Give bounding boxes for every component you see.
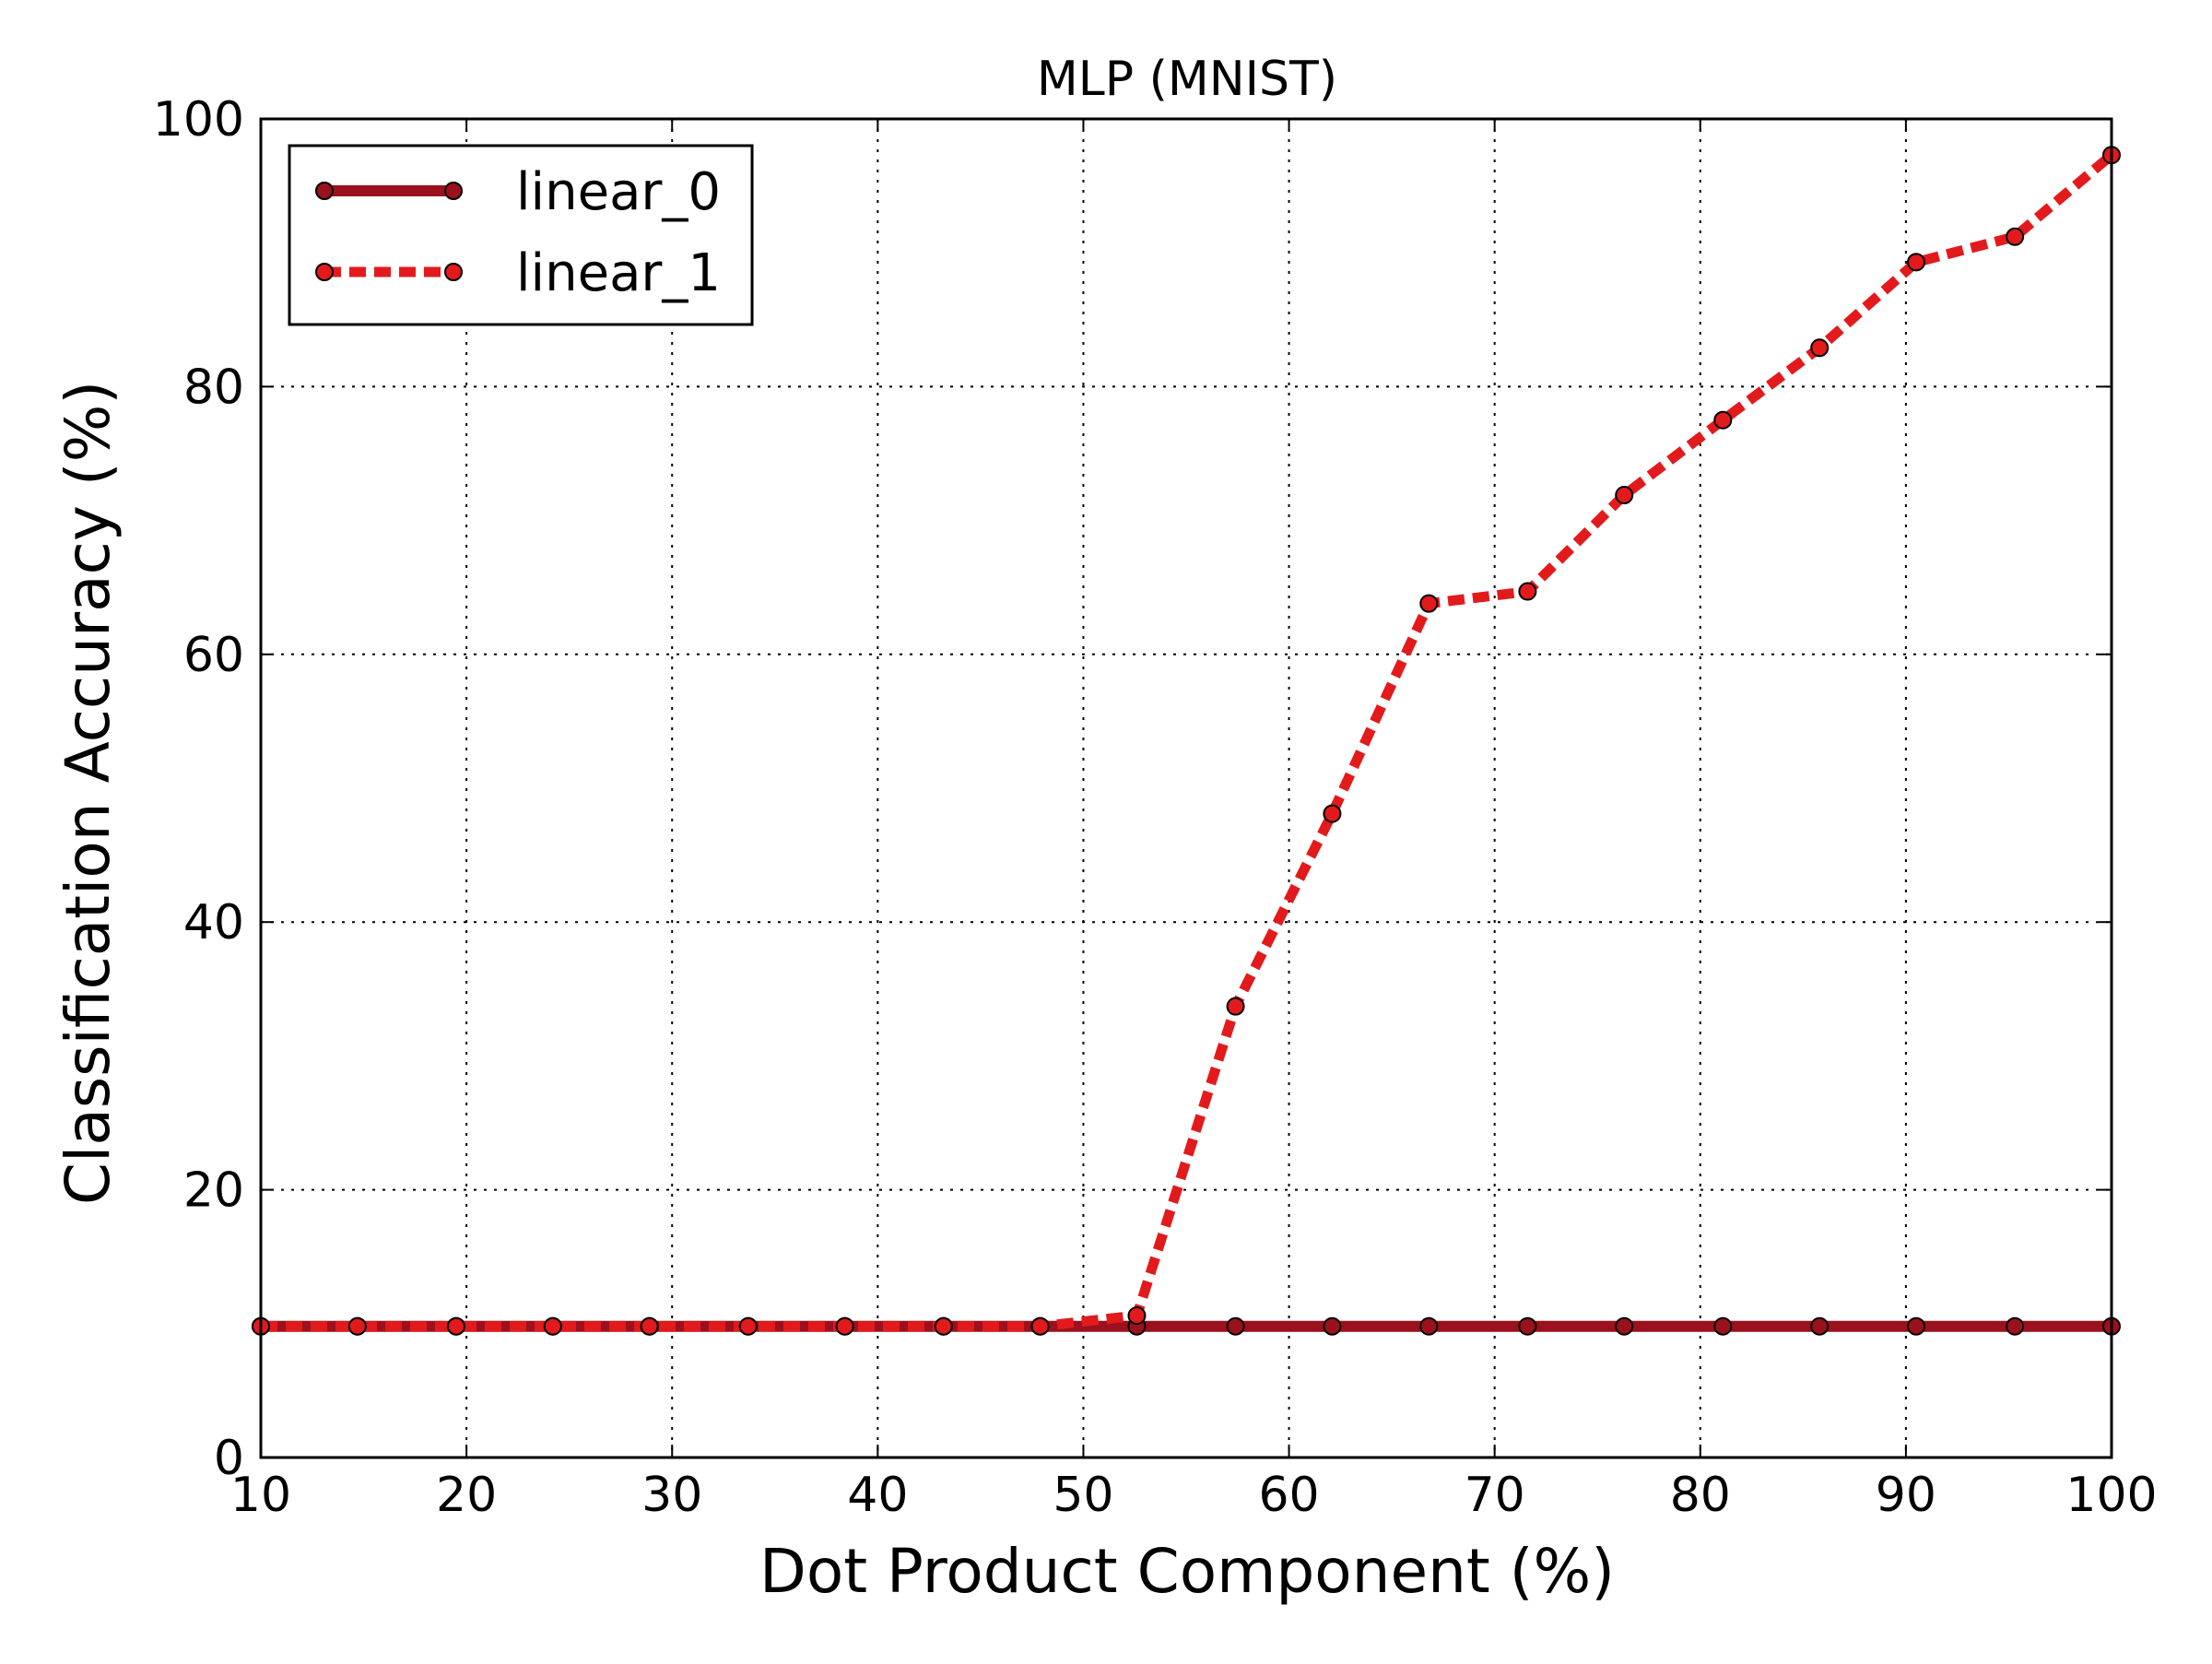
data-point [347, 1316, 367, 1336]
legend-box [288, 144, 754, 326]
y-tick-label: 40 [183, 895, 244, 950]
data-point [1518, 1316, 1537, 1336]
legend-label-linear_1: linear_1 [516, 243, 721, 303]
x-tick-label: 30 [641, 1468, 702, 1523]
data-point [1518, 582, 1537, 601]
x-tick-label: 80 [1670, 1468, 1731, 1523]
x-tick-label: 90 [1876, 1468, 1936, 1523]
data-point [1419, 594, 1439, 613]
series-line-linear_1 [261, 150, 2115, 1332]
x-tick-label: 70 [1465, 1468, 1525, 1523]
data-point [1323, 1316, 1342, 1336]
data-point [738, 1316, 758, 1336]
legend-marker [315, 263, 334, 281]
data-point [1615, 486, 1634, 505]
y-tick-label: 0 [214, 1431, 244, 1486]
x-tick-label: 60 [1258, 1468, 1319, 1523]
data-point [1713, 410, 1733, 430]
series-group [252, 146, 2121, 1336]
data-point [934, 1316, 953, 1336]
legend-marker [315, 182, 334, 200]
plot-area-frame [259, 117, 2113, 1459]
x-tick-label: 50 [1053, 1468, 1113, 1523]
legend-label-linear_0: linear_0 [516, 162, 721, 222]
y-tick-label: 100 [153, 92, 244, 148]
legend-marker [444, 182, 463, 200]
x-tick-label: 10 [230, 1468, 291, 1523]
data-point [1323, 804, 1342, 823]
data-point [446, 1316, 465, 1336]
data-point [1907, 1316, 1926, 1336]
y-tick-label: 80 [183, 360, 244, 415]
data-point [835, 1316, 854, 1336]
data-point [2006, 1316, 2025, 1336]
data-point [1226, 1316, 1245, 1336]
x-tick-label: 100 [2065, 1468, 2157, 1523]
data-point [1226, 997, 1245, 1016]
data-point [1615, 1316, 1634, 1336]
x-tick-label: 20 [436, 1468, 497, 1523]
y-axis-label: Classification Accuracy (%) [53, 381, 124, 1205]
axis-ticks: 10 20 30 40 50 60 70 80 90 100 0 20 40 60 80 100 [153, 92, 2158, 1523]
data-point [1127, 1306, 1147, 1326]
data-point [1810, 338, 1830, 358]
x-axis-label: Dot Product Component (%) [759, 1536, 1615, 1607]
chart-title: MLP (MNIST) [1037, 52, 1337, 107]
data-point [1030, 1316, 1050, 1336]
y-tick-label: 60 [183, 628, 244, 683]
data-point [543, 1316, 562, 1336]
series-linear_1 [261, 150, 2115, 1332]
data-point [1810, 1316, 1830, 1336]
data-point [1713, 1316, 1733, 1336]
y-tick-label: 20 [183, 1163, 244, 1219]
data-point [2006, 227, 2025, 246]
data-point [1907, 253, 1926, 272]
x-tick-label: 40 [847, 1468, 908, 1523]
grid [261, 119, 2112, 1457]
legend: linear_0 linear_1 [288, 144, 754, 326]
legend-marker [444, 263, 463, 281]
data-point [1419, 1316, 1439, 1336]
data-point [640, 1316, 659, 1336]
